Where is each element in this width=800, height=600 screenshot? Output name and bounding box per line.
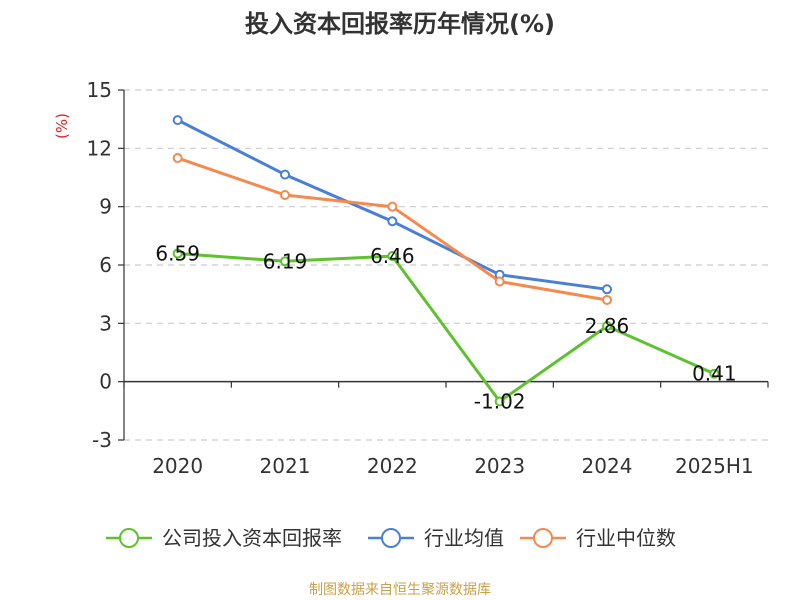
series-line <box>176 156 609 302</box>
data-point <box>602 321 612 332</box>
data-point <box>387 201 398 212</box>
legend-marker <box>119 528 139 548</box>
y-tick-label: 6 <box>99 253 112 277</box>
data-point <box>387 216 398 227</box>
legend-item: 行业均值 <box>368 526 504 550</box>
data-label: 6.59 <box>155 242 200 266</box>
axes: -3 0 3 6 9 12 15 2020 2021 2022 2023 2024 2025H1 <box>87 78 769 478</box>
legend-marker <box>381 528 401 548</box>
data-point <box>494 276 505 287</box>
series-lines <box>176 118 716 403</box>
legend-label: 行业均值 <box>424 526 504 550</box>
legend-item: 公司投入资本回报率 <box>106 526 342 550</box>
series-points <box>172 115 720 407</box>
y-tick-label: 3 <box>99 311 112 335</box>
data-point <box>494 396 505 407</box>
legend: 公司投入资本回报率 行业均值 行业中位数 <box>106 526 676 550</box>
legend-label: 行业中位数 <box>576 526 676 550</box>
grid-lines <box>124 89 768 441</box>
y-tick-label: 9 <box>99 195 112 219</box>
data-point <box>387 251 398 262</box>
data-point <box>280 256 290 267</box>
legend-item: 行业中位数 <box>520 526 676 550</box>
legend-label: 公司投入资本回报率 <box>162 526 342 550</box>
source-note: 制图数据来自恒生聚源数据库 <box>309 582 491 598</box>
data-point <box>280 190 290 200</box>
chart-title: 投入资本回报率历年情况(%) <box>245 10 555 38</box>
data-point <box>172 153 183 164</box>
data-point <box>172 115 183 126</box>
y-tick-label: 15 <box>87 78 112 102</box>
data-label: 6.19 <box>263 249 308 273</box>
x-tick-label: 2020 <box>152 454 203 478</box>
legend-marker <box>533 528 553 548</box>
y-tick-label: -3 <box>92 428 112 452</box>
data-label: 6.46 <box>370 244 415 268</box>
x-tick-label: 2025H1 <box>675 454 754 478</box>
data-label: -1.02 <box>474 390 526 414</box>
data-point <box>172 248 183 259</box>
data-point <box>709 368 720 379</box>
x-tick-label: 2024 <box>582 454 633 478</box>
data-label: 0.41 <box>692 362 737 386</box>
data-labels: 6.59 6.19 6.46 -1.02 2.86 0.41 <box>155 242 736 414</box>
series-line <box>176 252 716 403</box>
data-point <box>602 295 612 305</box>
data-label: 2.86 <box>585 314 630 338</box>
data-point <box>602 284 612 295</box>
data-point <box>280 169 290 180</box>
x-tick-label: 2023 <box>474 454 525 478</box>
x-tick-label: 2022 <box>367 454 418 478</box>
y-axis-label: (%) <box>53 113 71 139</box>
x-tick-label: 2021 <box>260 454 311 478</box>
y-tick-label: 12 <box>87 136 112 160</box>
y-tick-label: 0 <box>99 370 112 394</box>
